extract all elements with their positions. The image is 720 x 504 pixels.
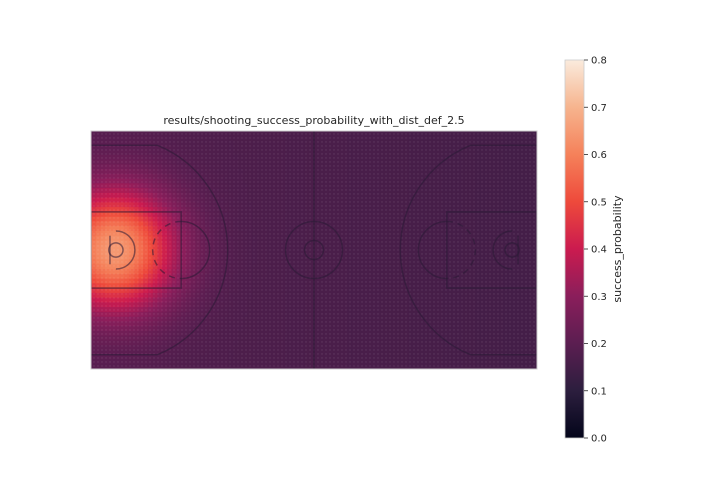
colorbar-gradient	[565, 60, 584, 438]
three-point-arc	[157, 144, 229, 356]
restricted-arc	[492, 230, 513, 270]
colorbar-tick-label: 0.8	[591, 56, 607, 67]
key-lane	[446, 211, 537, 289]
colorbar-tick-label: 0.5	[591, 197, 607, 208]
three-point-arc	[399, 144, 471, 356]
colorbar-tick-label: 0.3	[591, 292, 607, 303]
plot-area	[91, 131, 537, 369]
court-overlay	[91, 131, 537, 369]
colorbar-tick-label: 0.1	[591, 386, 607, 397]
colorbar-tick-label: 0.4	[591, 245, 607, 256]
free-throw-arc-dashed	[446, 220, 476, 280]
rim	[108, 242, 124, 258]
plot-frame	[90, 130, 538, 370]
rim	[504, 242, 520, 258]
free-throw-arc	[181, 220, 211, 280]
colorbar-tick-label: 0.7	[591, 103, 607, 114]
restricted-arc	[115, 230, 136, 270]
colorbar: 0.0 0.1 0.2 0.3 0.4 0.5 0.6 0.7 0.8 success_prob…	[564, 56, 624, 445]
colorbar-tick-label: 0.0	[591, 434, 607, 445]
chart-title: results/shooting_success_probability_wit…	[163, 114, 464, 127]
center-inner-circle	[303, 239, 325, 261]
colorbar-tick-label: 0.6	[591, 150, 607, 161]
colorbar-tick-label: 0.2	[591, 339, 607, 350]
free-throw-arc	[417, 220, 447, 280]
center-circle	[284, 220, 344, 280]
key-lane	[91, 211, 182, 289]
colorbar-label: success_probability	[611, 195, 624, 303]
free-throw-arc-dashed	[152, 220, 182, 280]
